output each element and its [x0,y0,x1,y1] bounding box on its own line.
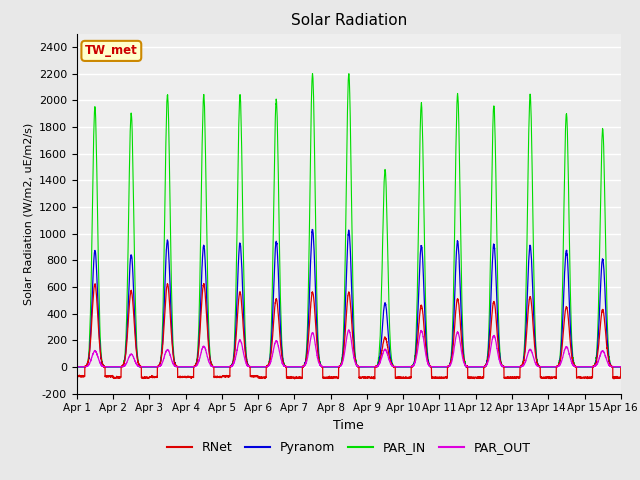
Pyranom [329,364,337,370]
RNet [471,375,479,381]
RNet [73,373,81,379]
Pyranom [171,360,179,365]
Pyranom [73,364,81,370]
PAR_OUT [616,364,624,370]
Line: PAR_IN: PAR_IN [77,73,621,367]
PAR_IN [441,364,449,370]
X-axis label: Time: Time [333,419,364,432]
RNet [502,375,509,381]
Pyranom [308,227,316,232]
PAR_IN [171,359,179,365]
PAR_IN [502,364,509,370]
PAR_OUT [73,364,81,370]
RNet [617,364,625,370]
Line: RNet: RNet [77,284,621,379]
PAR_OUT [441,364,449,370]
Title: Solar Radiation: Solar Radiation [291,13,407,28]
PAR_OUT [171,363,179,369]
RNet [329,375,337,381]
Text: TW_met: TW_met [85,44,138,58]
Y-axis label: Solar Radiation (W/m2, uE/m2/s): Solar Radiation (W/m2, uE/m2/s) [23,122,33,305]
PAR_IN [329,364,337,370]
PAR_OUT [502,364,509,370]
Pyranom [441,364,449,370]
RNet [92,281,99,287]
RNet [291,376,298,382]
PAR_IN [616,364,624,370]
RNet [616,375,624,381]
PAR_OUT [617,364,625,370]
Pyranom [616,364,624,370]
Line: Pyranom: Pyranom [77,229,621,367]
PAR_IN [471,364,479,370]
PAR_IN [617,364,625,370]
PAR_IN [308,71,316,76]
Pyranom [617,364,625,370]
RNet [171,360,179,366]
Pyranom [471,364,479,370]
Line: PAR_OUT: PAR_OUT [77,330,621,367]
Legend: RNet, Pyranom, PAR_IN, PAR_OUT: RNet, Pyranom, PAR_IN, PAR_OUT [162,436,536,459]
Pyranom [502,364,509,370]
PAR_IN [73,364,81,370]
PAR_OUT [345,327,353,333]
PAR_OUT [328,364,336,370]
PAR_OUT [471,364,479,370]
RNet [441,374,449,380]
